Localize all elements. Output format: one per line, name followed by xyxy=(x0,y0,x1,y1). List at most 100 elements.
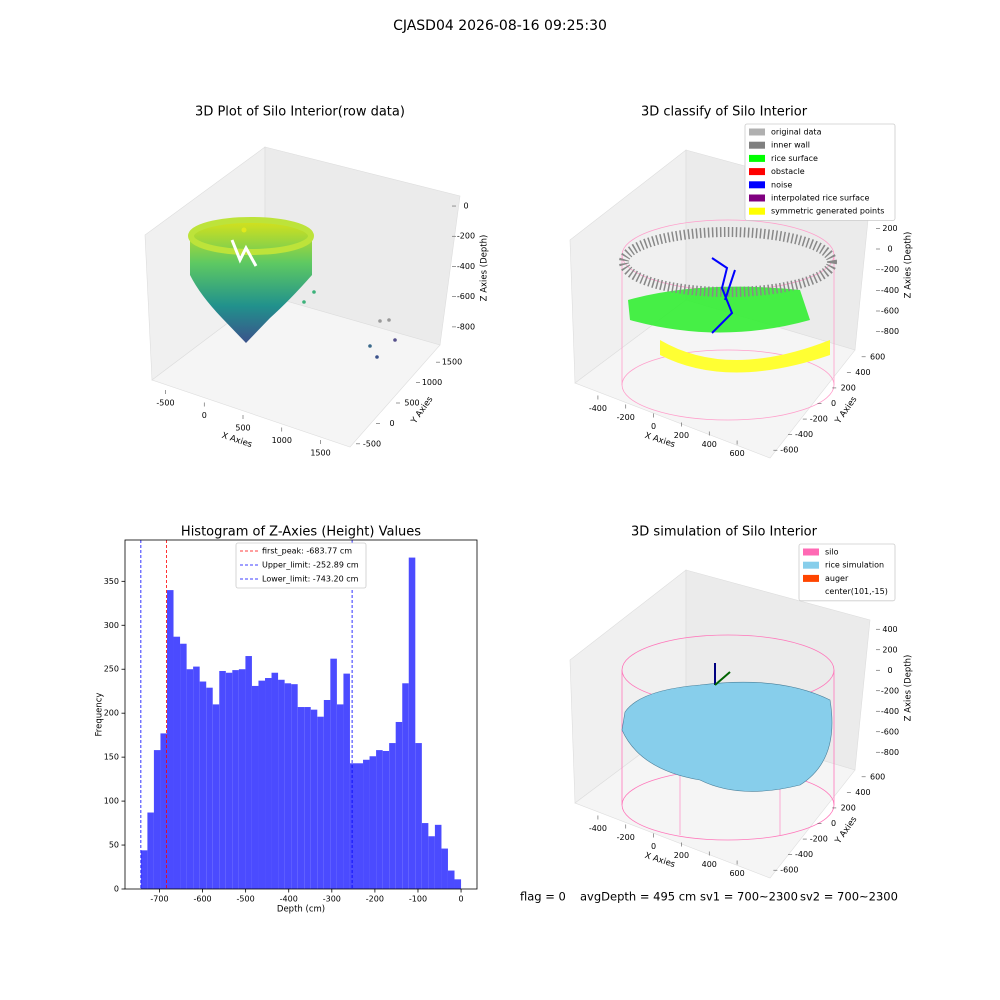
y-axis-label: Frequency xyxy=(95,693,105,737)
histogram-bar xyxy=(147,812,154,889)
legend-label: auger xyxy=(825,574,849,583)
histogram-bar xyxy=(140,850,148,889)
histogram-bar xyxy=(323,699,331,889)
histogram-bar xyxy=(167,590,174,889)
x-tick-label: 0 xyxy=(459,895,464,904)
x-tick-label: 0 xyxy=(651,422,656,431)
histogram-bar xyxy=(284,683,292,889)
histogram-bar xyxy=(421,823,429,889)
histogram-bar xyxy=(382,750,390,889)
y-tick-label: -400 xyxy=(795,850,813,859)
x-tick-label: 0 xyxy=(202,411,207,420)
histogram-bar xyxy=(173,636,181,889)
legend-box xyxy=(235,542,367,589)
histogram-bar xyxy=(343,673,350,889)
histogram-bar xyxy=(193,666,200,889)
y-tick-label: 600 xyxy=(870,772,885,781)
histogram-bar xyxy=(245,656,252,889)
histogram-bar xyxy=(212,704,220,889)
legend-label: inner wall xyxy=(771,141,810,150)
y-tick-label: 200 xyxy=(841,803,856,812)
histogram-bar xyxy=(265,678,272,889)
z-tick-label: 0 xyxy=(887,666,892,675)
z-tick-label: 400 xyxy=(882,625,897,634)
histogram-bar xyxy=(258,680,266,889)
x-tick-label: 1000 xyxy=(272,436,292,445)
histogram-bar xyxy=(376,750,383,889)
z-axis-label: Z Axies (Depth) xyxy=(480,235,490,302)
chart-title: 3D Plot of Silo Interior(row data) xyxy=(195,105,405,120)
y-tick-label: 600 xyxy=(870,352,885,361)
legend-swatch xyxy=(749,181,765,189)
legend-label: first_peak: -683.77 cm xyxy=(262,547,352,556)
z-tick-label: 0 xyxy=(887,245,892,254)
legend-label: rice simulation xyxy=(825,561,884,570)
x-tick-label: 400 xyxy=(702,860,717,869)
y-tick-label: -500 xyxy=(363,439,381,448)
legend-label: Lower_limit: -743.20 cm xyxy=(262,575,359,584)
histogram-bar xyxy=(199,681,207,889)
chart-title: Histogram of Z-Axies (Height) Values xyxy=(181,525,421,540)
histogram-bar xyxy=(454,879,462,889)
z-tick-label: -800 xyxy=(457,322,475,331)
histogram-bar xyxy=(395,721,403,889)
y-tick-label: 0 xyxy=(831,399,836,408)
legend-swatch xyxy=(749,207,765,215)
histogram-bar xyxy=(238,669,246,889)
y-tick-label: 300 xyxy=(104,621,119,630)
histogram-bar xyxy=(434,824,442,889)
z-axis-label: Z Axies (Depth) xyxy=(904,232,914,299)
footer-text: flag = 0 xyxy=(520,890,566,904)
simulation-surface xyxy=(621,634,835,841)
z-axis-label: Z Axies (Depth) xyxy=(904,655,914,722)
x-tick-label: 600 xyxy=(729,449,744,458)
histogram-bar xyxy=(330,658,337,889)
x-tick-label: -400 xyxy=(589,404,607,413)
histogram-bar xyxy=(408,557,416,889)
x-tick-label: -300 xyxy=(323,895,341,904)
histogram-bar xyxy=(180,643,187,889)
legend-box xyxy=(744,123,896,221)
histogram-bar xyxy=(232,670,239,889)
legend-label: Upper_limit: -252.89 cm xyxy=(262,561,359,570)
y-tick-label: 400 xyxy=(855,368,870,377)
x-tick-label: -400 xyxy=(589,824,607,833)
legend-label: silo xyxy=(825,548,839,557)
histogram-bar xyxy=(219,670,226,889)
z-tick-label: -400 xyxy=(457,262,475,271)
histogram-bar xyxy=(251,685,259,889)
classify-cloud xyxy=(619,219,837,421)
legend-swatch xyxy=(803,548,819,556)
chart-title: 3D classify of Silo Interior xyxy=(641,105,808,120)
histogram-bar xyxy=(356,763,364,889)
legend-swatch xyxy=(749,128,765,136)
y-tick-label: -600 xyxy=(780,866,798,875)
y-tick-label: -200 xyxy=(810,415,828,424)
legend-label: noise xyxy=(771,180,792,189)
x-tick-label: -500 xyxy=(156,399,174,408)
x-tick-label: -400 xyxy=(280,895,298,904)
legend-label: obstacle xyxy=(771,167,805,176)
y-tick-label: 0 xyxy=(389,419,394,428)
y-tick-label: -400 xyxy=(795,430,813,439)
z-tick-label: -600 xyxy=(457,292,475,301)
legend-box xyxy=(798,543,896,602)
x-tick-label: -700 xyxy=(150,895,168,904)
y-tick-label: 350 xyxy=(104,577,119,586)
legend-label: rice surface xyxy=(771,154,818,163)
histogram-bar xyxy=(291,684,298,889)
y-tick-label: 100 xyxy=(104,797,119,806)
legend-swatch xyxy=(749,168,765,176)
histogram-bar xyxy=(317,716,324,889)
legend-label: center(101,-15) xyxy=(825,587,888,596)
histogram-bar xyxy=(336,704,344,889)
x-tick-label: 200 xyxy=(674,431,689,440)
histogram-bar xyxy=(271,672,279,889)
y-tick-label: 250 xyxy=(104,665,119,674)
z-tick-label: -600 xyxy=(881,307,899,316)
x-tick-label: -100 xyxy=(409,895,427,904)
histogram-bar xyxy=(441,848,448,889)
x-tick-label: 400 xyxy=(702,440,717,449)
x-tick-label: -500 xyxy=(237,895,255,904)
y-tick-label: 0 xyxy=(831,819,836,828)
